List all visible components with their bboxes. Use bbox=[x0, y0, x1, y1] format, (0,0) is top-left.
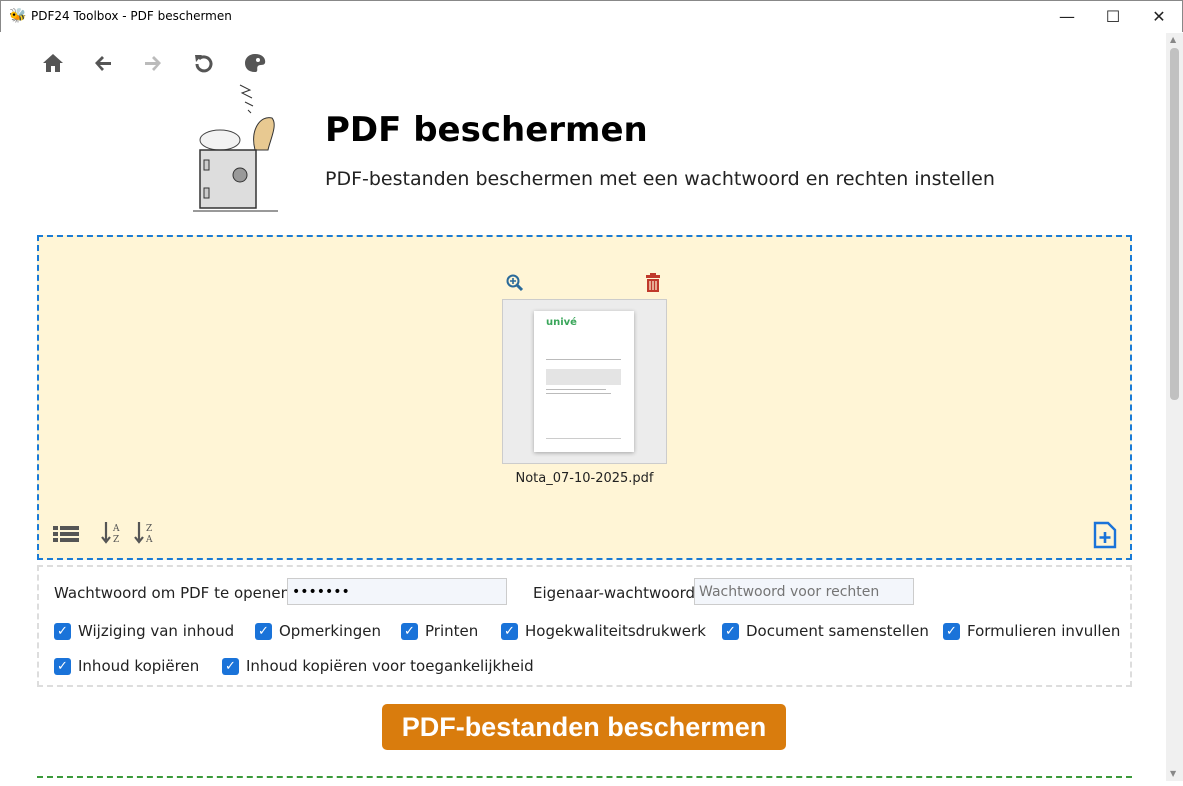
univé-logo: univé bbox=[546, 317, 577, 328]
svg-text:A: A bbox=[145, 535, 153, 545]
owner-password-input[interactable] bbox=[694, 578, 914, 605]
back-arrow-icon[interactable] bbox=[88, 52, 118, 80]
forward-arrow-icon[interactable] bbox=[138, 52, 168, 80]
safe-illustration bbox=[190, 80, 282, 218]
checkbox-label: Printen bbox=[425, 622, 479, 640]
page-title: PDF beschermen bbox=[325, 110, 648, 150]
owner-password-label: Eigenaar-wachtwoord bbox=[533, 584, 696, 602]
checkbox-checked-icon[interactable]: ✓ bbox=[54, 657, 71, 675]
zoom-in-icon[interactable] bbox=[506, 274, 524, 296]
checkbox-checked-icon[interactable]: ✓ bbox=[401, 622, 418, 640]
open-password-input[interactable] bbox=[287, 578, 507, 605]
app-icon: 🐝 bbox=[9, 8, 27, 24]
home-icon[interactable] bbox=[38, 52, 68, 80]
protect-pdf-button[interactable]: PDF-bestanden beschermen bbox=[382, 704, 786, 750]
checkbox-copy-accessibility[interactable]: ✓ Inhoud kopiëren voor toegankelijkheid bbox=[222, 657, 534, 675]
checkbox-checked-icon[interactable]: ✓ bbox=[222, 657, 239, 675]
checkbox-checked-icon[interactable]: ✓ bbox=[943, 622, 960, 640]
scroll-up-icon[interactable]: ▲ bbox=[1170, 35, 1177, 44]
page-subtitle: PDF-bestanden beschermen met een wachtwo… bbox=[325, 168, 995, 190]
maximize-button[interactable]: ☐ bbox=[1105, 7, 1121, 26]
checkbox-copy-content[interactable]: ✓ Inhoud kopiëren bbox=[54, 657, 199, 675]
file-thumbnail[interactable]: univé bbox=[502, 299, 667, 464]
checkbox-label: Opmerkingen bbox=[279, 622, 381, 640]
checkbox-label: Formulieren invullen bbox=[967, 622, 1121, 640]
palette-icon[interactable] bbox=[240, 52, 270, 80]
minimize-button[interactable]: — bbox=[1059, 7, 1075, 26]
checkbox-checked-icon[interactable]: ✓ bbox=[722, 622, 739, 640]
title-bar: 🐝 PDF24 Toolbox - PDF beschermen — ☐ ✕ bbox=[0, 0, 1183, 32]
checkbox-checked-icon[interactable]: ✓ bbox=[255, 622, 272, 640]
checkbox-print[interactable]: ✓ Printen bbox=[401, 622, 478, 640]
close-button[interactable]: ✕ bbox=[1152, 7, 1166, 26]
list-view-icon[interactable] bbox=[53, 524, 79, 548]
checkbox-label: Document samenstellen bbox=[746, 622, 929, 640]
checkbox-annotations[interactable]: ✓ Opmerkingen bbox=[255, 622, 381, 640]
svg-text:Z: Z bbox=[113, 535, 119, 545]
checkbox-checked-icon[interactable]: ✓ bbox=[501, 622, 518, 640]
svg-text:Z: Z bbox=[146, 524, 152, 534]
window-title: PDF24 Toolbox - PDF beschermen bbox=[31, 9, 232, 23]
file-name: Nota_07-10-2025.pdf bbox=[515, 471, 654, 486]
scrollbar-thumb[interactable] bbox=[1170, 48, 1179, 400]
scroll-down-icon[interactable]: ▼ bbox=[1170, 769, 1177, 778]
open-password-label: Wachtwoord om PDF te openen bbox=[54, 584, 291, 602]
checkbox-label: Inhoud kopiëren voor toegankelijkheid bbox=[246, 657, 534, 675]
checkbox-checked-icon[interactable]: ✓ bbox=[54, 622, 71, 640]
add-file-icon[interactable] bbox=[1092, 521, 1118, 553]
result-area bbox=[37, 776, 1132, 786]
checkbox-modify-content[interactable]: ✓ Wijziging van inhoud bbox=[54, 622, 234, 640]
delete-icon[interactable] bbox=[645, 273, 661, 296]
svg-text:A: A bbox=[112, 524, 120, 534]
checkbox-label: Hogekwaliteitsdrukwerk bbox=[525, 622, 706, 640]
checkbox-label: Wijziging van inhoud bbox=[78, 622, 235, 640]
checkbox-label: Inhoud kopiëren bbox=[78, 657, 200, 675]
reload-icon[interactable] bbox=[189, 52, 219, 80]
checkbox-assemble-document[interactable]: ✓ Document samenstellen bbox=[722, 622, 929, 640]
checkbox-high-quality-print[interactable]: ✓ Hogekwaliteitsdrukwerk bbox=[501, 622, 706, 640]
checkbox-fill-forms[interactable]: ✓ Formulieren invullen bbox=[943, 622, 1120, 640]
protection-options: Wachtwoord om PDF te openen Eigenaar-wac… bbox=[37, 565, 1132, 687]
pdf-page-preview: univé bbox=[534, 311, 634, 452]
